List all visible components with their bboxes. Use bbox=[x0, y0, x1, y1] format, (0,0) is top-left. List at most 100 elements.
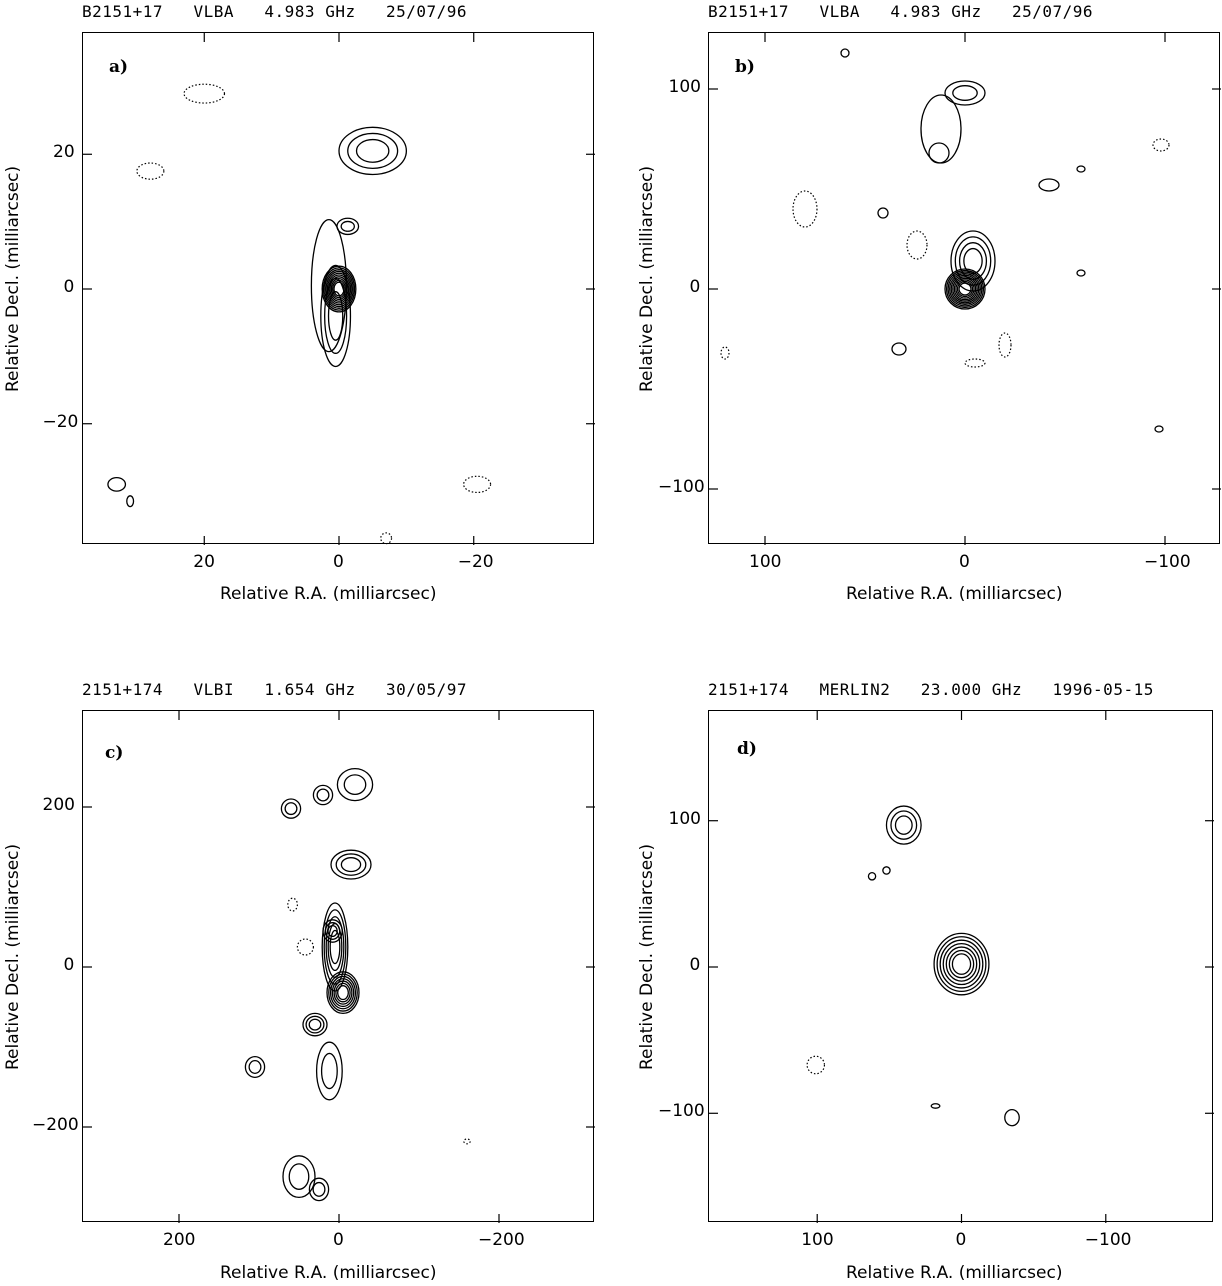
contour-level bbox=[355, 138, 390, 163]
contour-level bbox=[325, 916, 345, 978]
panel-b-title: B2151+17 VLBA 4.983 GHz 25/07/96 bbox=[708, 2, 1094, 21]
contour-component bbox=[885, 805, 922, 845]
contour-component bbox=[336, 217, 360, 236]
contour-level bbox=[331, 978, 355, 1008]
contour-level bbox=[953, 277, 977, 301]
contour-level bbox=[327, 291, 344, 341]
negative-contour bbox=[998, 332, 1012, 358]
contour-level bbox=[305, 1015, 325, 1034]
contour-level bbox=[282, 1155, 316, 1199]
contour-level bbox=[310, 218, 348, 353]
contour-level bbox=[920, 94, 962, 164]
contour-level bbox=[335, 982, 351, 1003]
contour-component bbox=[308, 1177, 330, 1202]
panel-d-title: 2151+174 MERLIN2 23.000 GHz 1996-05-15 bbox=[708, 680, 1154, 699]
contour-level bbox=[312, 784, 334, 806]
y-tick-label: −20 bbox=[42, 411, 79, 432]
x-tick-label: 0 bbox=[333, 1230, 344, 1250]
contour-level bbox=[325, 270, 353, 308]
panel-d-xlabel: Relative R.A. (milliarcsec) bbox=[846, 1263, 1063, 1283]
panel-a-title: B2151+17 VLBA 4.983 GHz 25/07/96 bbox=[82, 2, 468, 21]
contour-level bbox=[950, 230, 996, 292]
contour-component bbox=[310, 218, 348, 353]
panel-c-xlabel: Relative R.A. (milliarcsec) bbox=[220, 1263, 437, 1283]
contour-component bbox=[930, 1103, 941, 1109]
contour-level bbox=[964, 358, 986, 368]
contour-component bbox=[1038, 178, 1060, 192]
contour-level bbox=[316, 788, 330, 802]
contour-component bbox=[1154, 425, 1164, 433]
contour-level bbox=[337, 985, 349, 1001]
panel-b-ylabel: Relative Decl. (milliarcsec) bbox=[637, 165, 657, 392]
negative-contour bbox=[792, 190, 818, 228]
contour-level bbox=[322, 919, 343, 943]
contour-level bbox=[284, 802, 298, 816]
contour-level bbox=[944, 80, 986, 106]
contour-level bbox=[328, 274, 350, 304]
y-tick-label: −200 bbox=[32, 1115, 79, 1135]
contour-level bbox=[315, 1041, 343, 1101]
contour-level bbox=[951, 953, 972, 975]
negative-contour bbox=[380, 532, 393, 545]
panel-a-plot: a) bbox=[82, 32, 595, 545]
contour-level bbox=[333, 980, 353, 1005]
x-tick-label: 0 bbox=[333, 552, 344, 572]
contour-level bbox=[952, 276, 978, 302]
contour-level bbox=[296, 938, 314, 956]
contour-level bbox=[280, 798, 302, 819]
contour-level bbox=[336, 217, 360, 236]
panel-d-ylabel: Relative Decl. (milliarcsec) bbox=[637, 843, 657, 1070]
negative-contour bbox=[287, 897, 299, 912]
contour-level bbox=[939, 939, 984, 989]
panel-d-plot: d) bbox=[708, 710, 1214, 1223]
contour-component bbox=[322, 919, 343, 943]
contour-component bbox=[312, 784, 334, 806]
contour-level bbox=[877, 207, 889, 219]
panel-b-svg bbox=[709, 33, 1221, 545]
contour-level bbox=[792, 190, 818, 228]
y-tick-label: 0 bbox=[63, 277, 75, 297]
panel-c-svg bbox=[83, 711, 595, 1223]
contour-level bbox=[340, 220, 355, 232]
contour-component bbox=[321, 902, 349, 992]
contour-component bbox=[933, 932, 990, 996]
y-tick-label: 0 bbox=[63, 955, 75, 975]
x-tick-label: −20 bbox=[457, 552, 494, 572]
contour-level bbox=[1076, 269, 1086, 277]
contour-component bbox=[928, 142, 950, 164]
y-tick-label: −100 bbox=[658, 477, 705, 497]
contour-level bbox=[1004, 1108, 1020, 1127]
x-tick-label: 20 bbox=[193, 552, 215, 572]
negative-contour bbox=[806, 1055, 826, 1075]
contour-component bbox=[882, 866, 891, 875]
contour-level bbox=[244, 1055, 266, 1079]
contour-level bbox=[945, 269, 985, 309]
contour-level bbox=[288, 1163, 310, 1190]
x-tick-label: 0 bbox=[959, 552, 970, 572]
contour-level bbox=[324, 277, 348, 354]
y-tick-label: 20 bbox=[53, 142, 75, 163]
negative-contour bbox=[720, 346, 730, 360]
contour-component bbox=[877, 207, 889, 219]
contour-level bbox=[324, 269, 354, 309]
x-tick-label: 100 bbox=[801, 1230, 834, 1250]
contour-level bbox=[894, 815, 913, 835]
contour-level bbox=[463, 475, 492, 494]
negative-contour bbox=[906, 230, 928, 260]
contour-level bbox=[340, 857, 362, 873]
contour-level bbox=[1154, 425, 1164, 433]
panel-a-svg bbox=[83, 33, 595, 545]
contour-component bbox=[336, 767, 374, 802]
contour-level bbox=[930, 1103, 941, 1109]
contour-level bbox=[312, 1181, 326, 1197]
x-tick-label: −200 bbox=[478, 1230, 525, 1250]
contour-component bbox=[1004, 1108, 1020, 1127]
contour-component bbox=[944, 268, 986, 310]
contour-level bbox=[998, 332, 1012, 358]
y-tick-label: 100 bbox=[668, 808, 701, 829]
contour-level bbox=[347, 132, 399, 169]
contour-level bbox=[329, 929, 341, 965]
contour-component bbox=[280, 798, 302, 819]
contour-level bbox=[936, 936, 987, 993]
negative-contour bbox=[296, 938, 314, 956]
